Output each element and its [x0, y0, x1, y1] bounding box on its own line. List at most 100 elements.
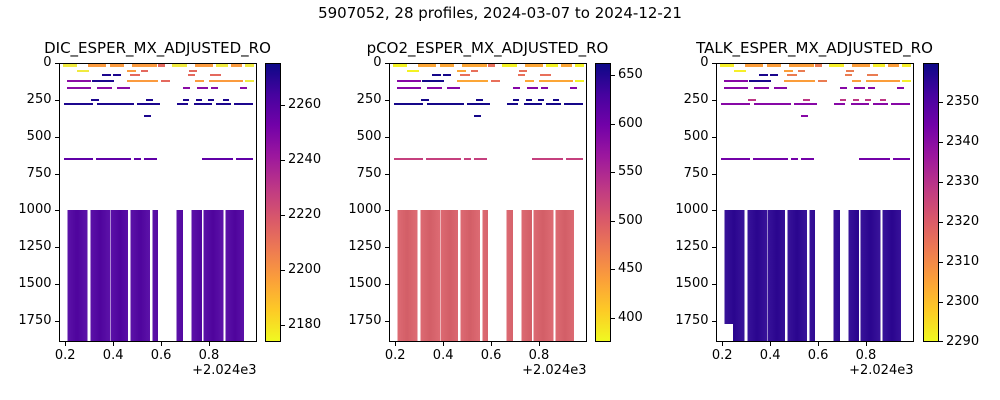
y-axis-tick-label: 1500	[348, 276, 382, 292]
profile-dash	[517, 73, 525, 77]
colorbar-tick-label: 2260	[288, 97, 322, 113]
profile-dash	[188, 70, 197, 73]
profile-dash	[140, 70, 148, 73]
profile-dash	[724, 86, 748, 90]
profile-dash	[851, 64, 871, 67]
profile-dash	[802, 99, 810, 102]
profile-dash	[569, 86, 577, 90]
deep-data-block	[808, 210, 816, 341]
colorbar-tick-label: 450	[618, 260, 643, 276]
profile-dash	[868, 86, 876, 90]
y-axis-tick-mark	[384, 173, 389, 175]
profile-dash	[797, 70, 805, 73]
deep-data-block	[724, 210, 746, 341]
profile-dash	[880, 99, 887, 102]
deep-data-block	[67, 210, 89, 341]
profile-dash	[873, 64, 886, 67]
y-axis-tick-label: 750	[356, 165, 382, 181]
profile-dash	[466, 103, 491, 106]
pco2-heatmap-axes	[388, 63, 587, 342]
deep-data-block	[203, 210, 225, 341]
profile-dash	[211, 86, 219, 90]
x-axis-tick-mark	[538, 342, 540, 346]
deep-data-block	[860, 210, 882, 341]
profile-dash	[394, 157, 423, 160]
profile-dash	[216, 103, 231, 106]
profile-dash	[888, 64, 899, 67]
profile-dash	[744, 64, 763, 67]
profile-dash	[574, 64, 584, 67]
y-axis-tick-mark	[711, 63, 716, 64]
profile-dash	[839, 86, 847, 90]
profile-dash	[473, 114, 481, 117]
profile-dash	[561, 64, 572, 67]
profile-dash	[177, 103, 188, 106]
colorbar-tick-label: 650	[618, 66, 643, 82]
x-axis-tick-mark	[491, 342, 493, 346]
profile-dash	[487, 64, 496, 67]
y-axis-tick-mark	[54, 320, 59, 322]
profile-dash	[475, 99, 483, 102]
deep-data-block	[833, 210, 840, 341]
y-axis-tick-label: 1250	[348, 239, 382, 255]
profile-dash	[721, 157, 750, 160]
profile-dash	[110, 64, 125, 67]
deep-data-block	[151, 210, 159, 341]
x-axis-tick-mark	[113, 342, 115, 346]
x-axis-tick-label: 0.8	[528, 348, 550, 363]
missing-data-notch	[724, 324, 733, 341]
profile-dash	[233, 103, 253, 106]
deep-data-block	[848, 210, 859, 341]
y-axis-tick-label: 1500	[675, 276, 709, 292]
deep-data-block	[176, 210, 183, 341]
profile-dash	[194, 64, 214, 67]
profile-dash	[460, 73, 470, 77]
profile-dash	[747, 99, 756, 102]
colorbar-tick-label: 2350	[946, 94, 980, 110]
profile-dash	[784, 70, 793, 73]
y-axis-tick-mark	[384, 210, 389, 212]
profile-dash	[201, 157, 234, 160]
profile-dash	[553, 99, 560, 102]
profile-dash	[63, 64, 77, 67]
y-axis-tick-label: 1750	[18, 312, 52, 328]
profile-dash	[853, 86, 866, 90]
colorbar-tick-label: 600	[618, 116, 643, 132]
colorbar-tick-mark	[281, 160, 285, 162]
profile-dash	[893, 157, 910, 160]
deep-data-block	[882, 210, 901, 341]
colorbar-tick-mark	[939, 182, 943, 184]
profile-dash	[132, 64, 158, 67]
colorbar-tick-mark	[939, 302, 943, 304]
y-axis-tick-mark	[54, 284, 59, 286]
y-axis-tick-mark	[54, 63, 59, 64]
y-axis-tick-mark	[384, 136, 389, 138]
colorbar-tick-label: 400	[618, 310, 643, 325]
x-axis-tick-mark	[65, 342, 67, 346]
deep-data-block	[459, 210, 481, 341]
profile-dash	[64, 157, 93, 160]
profile-dash	[850, 103, 870, 106]
y-axis-tick-label: 1250	[18, 239, 52, 255]
profile-dash	[866, 79, 886, 82]
y-axis-tick-mark	[711, 136, 716, 138]
profile-dash	[223, 99, 230, 102]
colorbar-tick-mark	[611, 268, 615, 270]
x-axis-tick-label: 0.6	[480, 348, 502, 363]
x-axis-tick-label: 0.2	[711, 348, 733, 363]
profile-dash	[431, 73, 442, 77]
profile-dash	[172, 64, 187, 67]
profile-dash	[507, 103, 518, 106]
profile-dash	[228, 79, 243, 82]
profile-dash	[901, 64, 911, 67]
profile-dash	[523, 103, 543, 106]
colorbar-tick-label: 2200	[288, 262, 322, 278]
y-axis-tick-mark	[711, 284, 716, 286]
x-axis-tick-label: 0.4	[102, 348, 124, 363]
deep-data-block	[191, 210, 202, 341]
x-axis-tick-mark	[770, 342, 772, 346]
profile-dash	[540, 73, 552, 77]
x-axis-tick-label: 0.4	[432, 348, 454, 363]
profile-dash	[143, 157, 158, 160]
y-axis-tick-mark	[54, 210, 59, 212]
